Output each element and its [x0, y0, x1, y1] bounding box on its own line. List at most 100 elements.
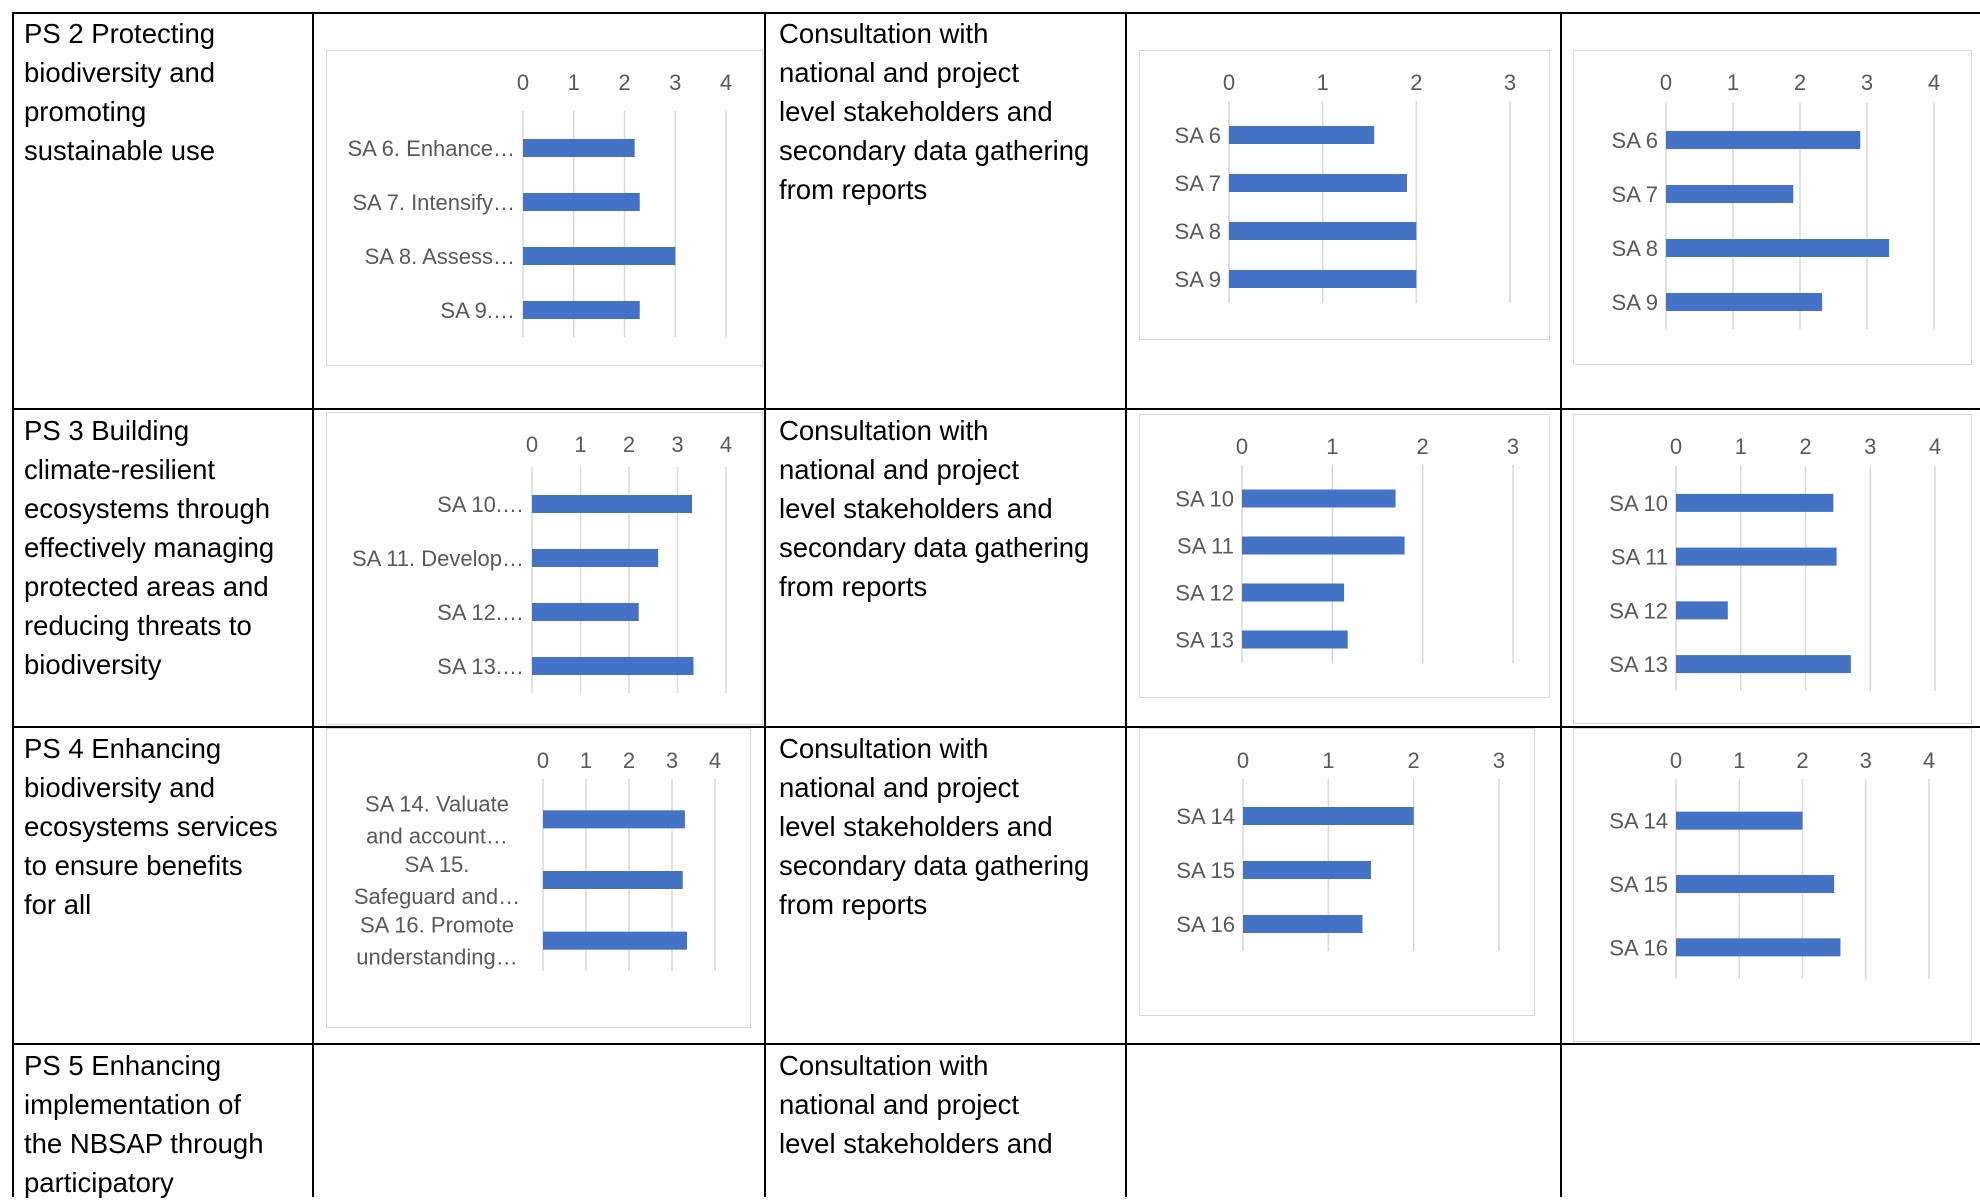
category-label: SA 8: [1175, 219, 1221, 244]
category-label: SA 14: [1176, 804, 1235, 829]
x-tick-label: 3: [1864, 434, 1876, 459]
category-label: SA 16: [1176, 912, 1235, 937]
x-tick-label: 1: [1326, 434, 1338, 459]
bar: [543, 871, 683, 889]
table-column-divider: [764, 12, 766, 1197]
category-label: SA 7: [1612, 182, 1658, 207]
x-tick-label: 2: [1794, 70, 1806, 95]
bar-chart: 0 1 2 3 4 SA 10 SA 11 SA 12 SA 13: [1573, 414, 1972, 724]
x-tick-label: 4: [1929, 434, 1941, 459]
chart-svg: 0 1 2 3 SA 10 SA 11 SA 12 SA 13: [1175, 434, 1519, 663]
bar: [532, 549, 659, 567]
table-border-top: [12, 12, 1980, 14]
x-tick-label: 3: [1861, 70, 1873, 95]
x-tick-label: 0: [1236, 434, 1248, 459]
x-tick-label: 1: [568, 70, 580, 95]
bar: [1676, 493, 1834, 512]
category-label: SA 15: [1609, 872, 1668, 897]
bar: [1229, 222, 1417, 240]
x-tick-label: 3: [666, 748, 678, 773]
bar: [1676, 875, 1835, 893]
bar: [523, 247, 676, 265]
x-tick-label: 2: [618, 70, 630, 95]
category-label: SA 6. Enhance…: [347, 136, 515, 161]
chart-svg: 0 1 2 3 SA 6 SA 7 SA 8 SA 9: [1175, 70, 1516, 303]
x-tick-label: 2: [1408, 748, 1420, 773]
table-row-divider: [12, 726, 1980, 728]
bar: [532, 657, 694, 675]
bar: [1243, 807, 1414, 825]
bar: [543, 810, 685, 829]
method-cell: Consultation with national and project l…: [779, 18, 1090, 205]
bar: [532, 495, 693, 513]
bar: [1666, 293, 1823, 311]
x-tick-label: 2: [1799, 434, 1811, 459]
category-label: SA 8: [1612, 236, 1658, 261]
x-tick-label: 0: [1237, 748, 1249, 773]
method-cell: Consultation with national and project l…: [779, 415, 1090, 602]
x-tick-label: 0: [526, 432, 538, 457]
bar: [1676, 547, 1837, 566]
chart-svg: 0 1 2 3 4 SA 6. Enhance… SA 7. Intensify… SA 8.…: [347, 70, 732, 337]
priority-goal-cell: PS 4 Enhancing biodiversity and ecosyste…: [24, 733, 278, 920]
category-label: SA 11. Develop…: [352, 546, 524, 571]
category-label: SA 14. Valuate: [365, 791, 509, 816]
category-label: understanding…: [356, 945, 517, 970]
bar-chart: 0 1 2 3 4 SA 6. Enhance… SA 7. Intensify… SA 8.…: [326, 50, 763, 366]
x-tick-label: 3: [671, 432, 683, 457]
bar: [1242, 489, 1396, 508]
bar: [1243, 861, 1371, 879]
bar: [1242, 536, 1405, 555]
bar: [1666, 239, 1890, 257]
x-tick-label: 2: [1417, 434, 1429, 459]
category-label: SA 15: [1176, 858, 1235, 883]
bar: [1242, 630, 1348, 649]
x-tick-label: 0: [1660, 70, 1672, 95]
category-label: SA 10.…: [437, 492, 524, 517]
bar: [1242, 583, 1345, 602]
x-tick-label: 3: [1493, 748, 1505, 773]
priority-goal-cell: PS 5 Enhancing implementation of the NBS…: [24, 1050, 264, 1198]
category-label: SA 6: [1175, 123, 1221, 148]
bar: [1229, 174, 1407, 192]
chart-svg: 0 1 2 3 SA 14 SA 15 SA 16: [1176, 748, 1505, 951]
category-label: SA 6: [1612, 128, 1658, 153]
bar-chart: 0 1 2 3 SA 6 SA 7 SA 8 SA 9: [1139, 50, 1550, 340]
x-tick-label: 3: [1507, 434, 1519, 459]
bar-chart: 0 1 2 3 SA 14 SA 15 SA 16: [1139, 728, 1535, 1016]
chart-svg: 0 1 2 3 4 SA 14. Valuate and account… SA 15. Saf…: [354, 748, 721, 971]
category-label: Safeguard and…: [354, 884, 520, 909]
x-tick-label: 0: [517, 70, 529, 95]
category-label: SA 11: [1177, 534, 1234, 559]
category-label: SA 16: [1609, 935, 1668, 960]
x-tick-label: 0: [1670, 748, 1682, 773]
category-label: SA 14: [1609, 809, 1668, 834]
bar-chart: 0 1 2 3 4 SA 14. Valuate and account… SA 15. Saf…: [326, 728, 751, 1028]
chart-svg: 0 1 2 3 4 SA 6 SA 7 SA 8 SA 9: [1612, 70, 1940, 329]
x-tick-label: 1: [1733, 748, 1745, 773]
priority-goal-cell: PS 2 Protecting biodiversity and promoti…: [24, 18, 216, 166]
x-tick-label: 1: [580, 748, 592, 773]
category-label: SA 9: [1612, 290, 1658, 315]
category-label: SA 12: [1175, 581, 1234, 606]
bar-chart: 0 1 2 3 4 SA 14 SA 15 SA 16: [1573, 728, 1972, 1042]
bar: [1676, 655, 1851, 674]
category-label: SA 13: [1175, 628, 1234, 653]
table-row-divider: [12, 408, 1980, 410]
x-tick-label: 1: [574, 432, 586, 457]
method-cell: Consultation with national and project l…: [779, 1050, 1053, 1159]
category-label: SA 7: [1175, 171, 1221, 196]
category-label: SA 12: [1609, 598, 1668, 623]
category-label: SA 8. Assess…: [365, 244, 515, 269]
x-tick-label: 0: [1670, 434, 1682, 459]
bar: [1676, 811, 1803, 830]
bar-chart: 0 1 2 3 4 SA 6 SA 7 SA 8 SA 9: [1573, 50, 1972, 365]
x-tick-label: 1: [1322, 748, 1334, 773]
bar: [1666, 185, 1794, 203]
category-label: SA 10: [1175, 487, 1234, 512]
bar: [523, 301, 640, 319]
bar: [523, 193, 640, 211]
x-tick-label: 2: [1796, 748, 1808, 773]
table-border-left: [12, 12, 14, 1197]
category-label: SA 13: [1609, 652, 1668, 677]
